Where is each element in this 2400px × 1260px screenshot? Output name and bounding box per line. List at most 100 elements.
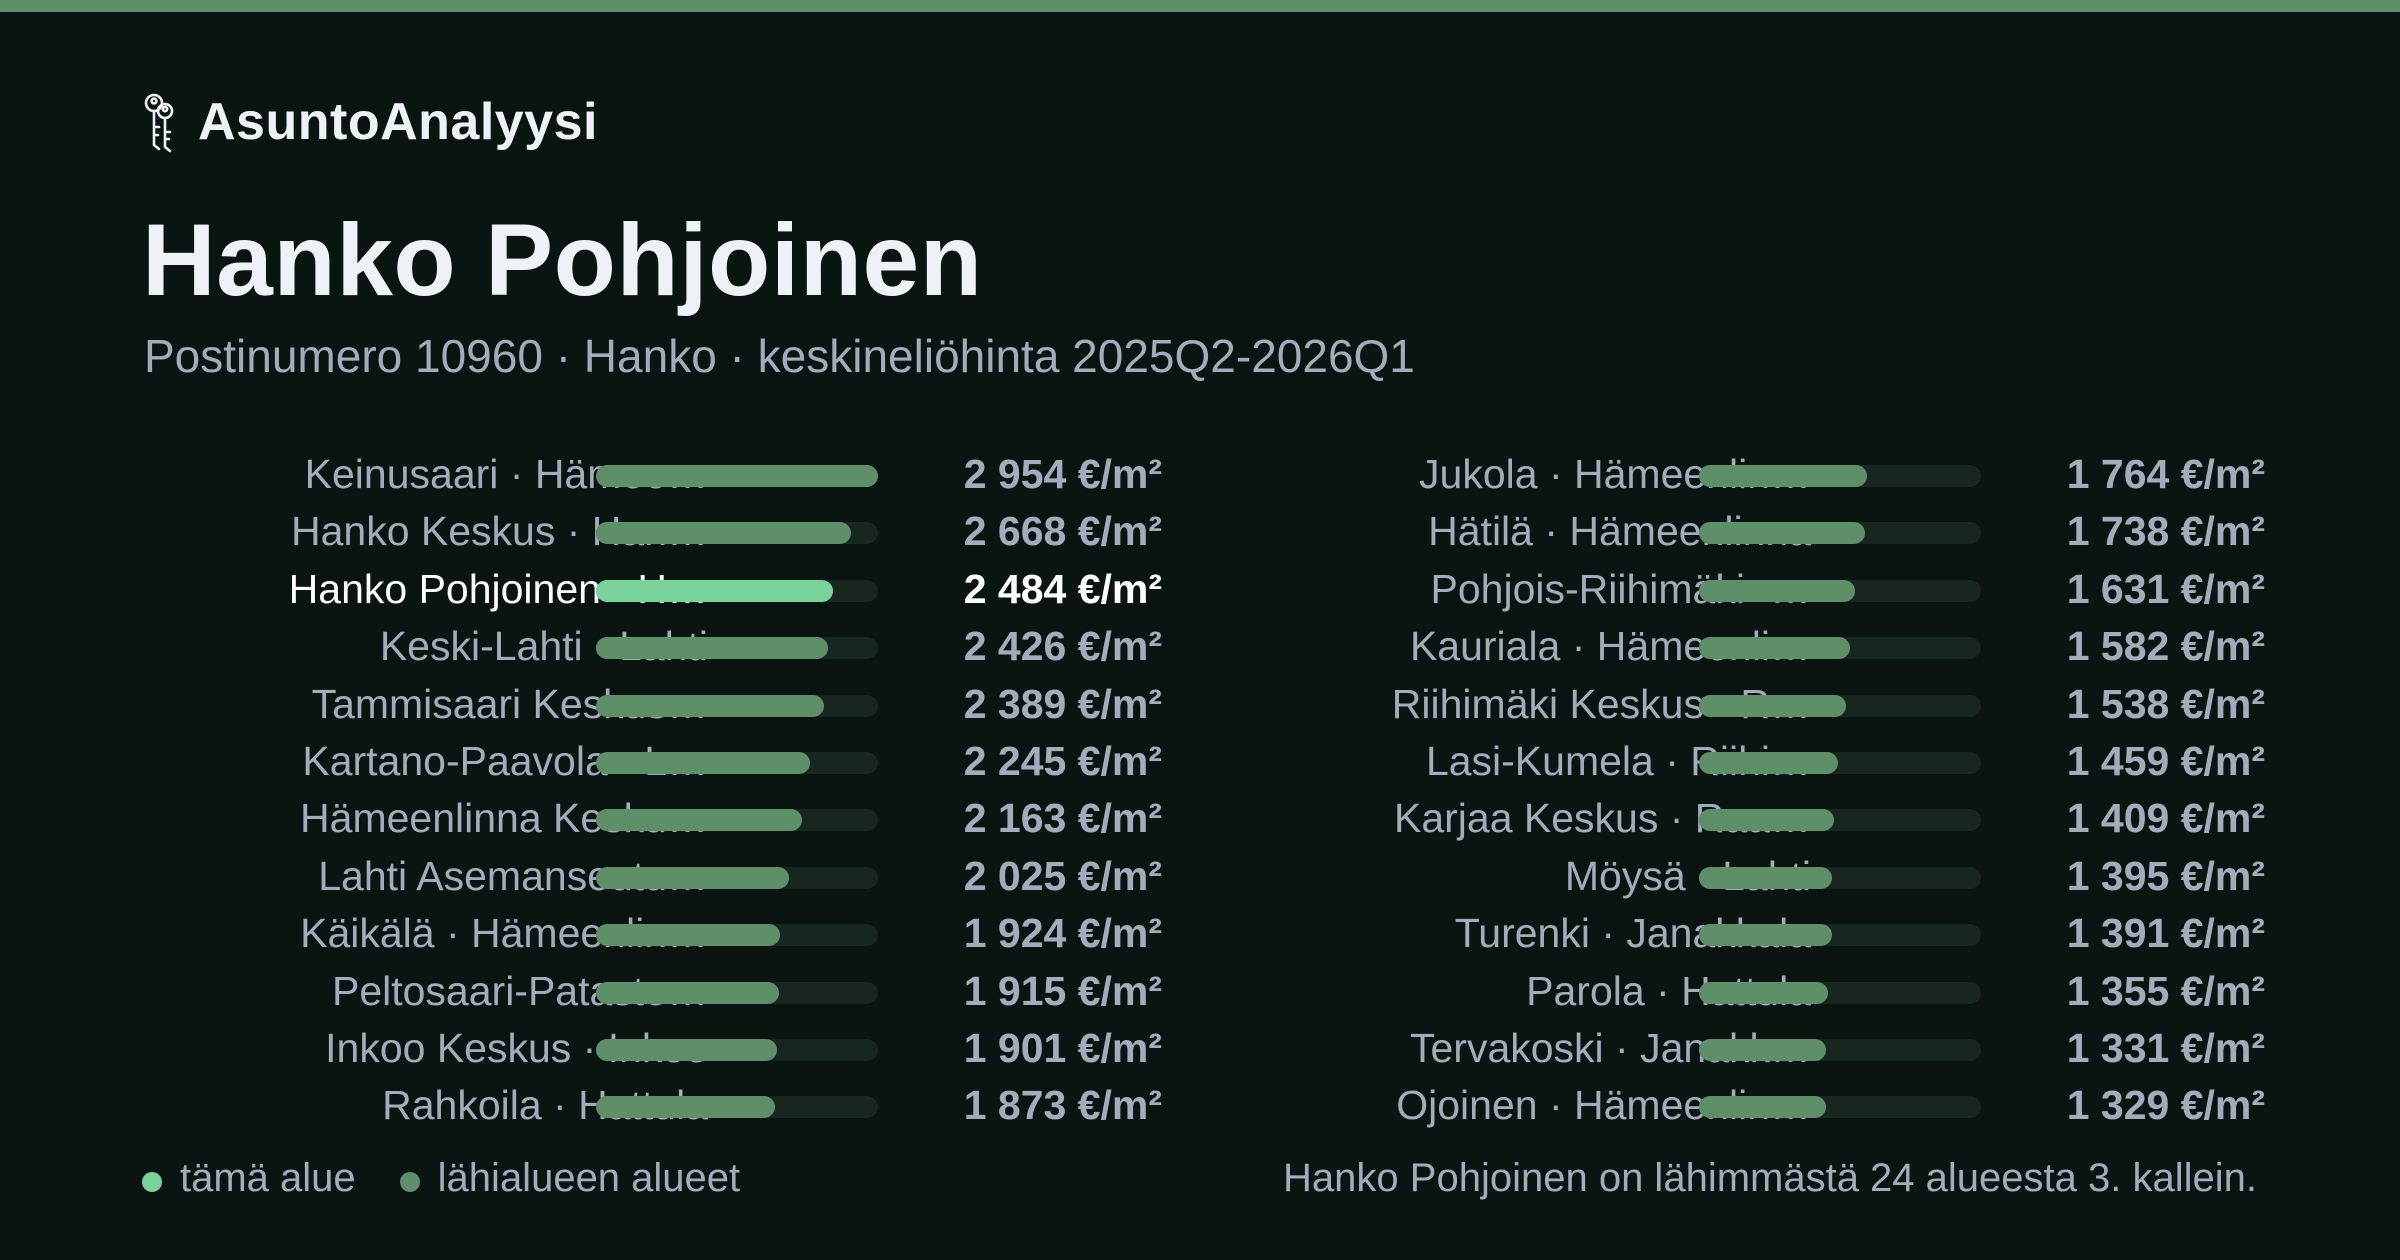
bar-track bbox=[1699, 1096, 1981, 1119]
bar bbox=[596, 637, 828, 660]
page-subtitle: Postinumero 10960 · Hanko · keskineliöhi… bbox=[144, 330, 1415, 382]
bar-value-label: 1 391 €/m² bbox=[2066, 910, 2265, 957]
bar bbox=[596, 751, 810, 774]
bar-row: Käikälä · Hämeenlin… 1 924 €/m² bbox=[142, 905, 1162, 962]
bar-track bbox=[1699, 579, 1981, 602]
bar bbox=[1699, 1096, 1826, 1119]
bar-row: Ojoinen · Hämeenlin… 1 329 €/m² bbox=[1245, 1077, 2265, 1134]
bar-track bbox=[1699, 465, 1981, 487]
bar-row: Turenki · Janakkala 1 391 €/m² bbox=[1245, 905, 2265, 962]
legend-label-current: tämä alue bbox=[180, 1155, 356, 1200]
bar-row: Jukola · Hämeenlin… 1 764 €/m² bbox=[1245, 446, 2265, 503]
bar bbox=[596, 694, 824, 717]
bar-list-right: Jukola · Hämeenlin… 1 764 €/m² Hätilä · Hä… bbox=[1245, 446, 2265, 1135]
bar-value-label: 1 873 €/m² bbox=[963, 1082, 1162, 1129]
bar-row: Keinusaari · Hämee… 2 954 €/m² bbox=[142, 446, 1162, 503]
bar-track bbox=[596, 465, 878, 487]
bar-track bbox=[1699, 522, 1981, 545]
bar-list-left: Keinusaari · Hämee… 2 954 €/m² Hanko Kesku… bbox=[142, 446, 1162, 1135]
bar bbox=[1699, 751, 1838, 774]
bar-row: Hanko Keskus · Han… 2 668 €/m² bbox=[142, 503, 1162, 560]
bar-row: Hämeenlinna Kesku… 2 163 €/m² bbox=[142, 790, 1162, 847]
legend-dot-nearby bbox=[399, 1172, 420, 1192]
bar-row: Riihimäki Keskus · R… 1 538 €/m² bbox=[1245, 676, 2265, 733]
bar-value-label: 1 738 €/m² bbox=[2066, 508, 2265, 555]
bar-value-label: 2 025 €/m² bbox=[963, 852, 1162, 899]
bar-track bbox=[1699, 809, 1981, 832]
bar-value-label: 1 631 €/m² bbox=[2066, 565, 2265, 612]
bar-value-label: 1 329 €/m² bbox=[2066, 1082, 2265, 1129]
bar bbox=[596, 1096, 775, 1119]
page-title: Hanko Pohjoinen bbox=[142, 203, 983, 317]
bar-row: Pohjois-Riihimäki ·… 1 631 €/m² bbox=[1245, 561, 2265, 618]
bar-value-label: 1 355 €/m² bbox=[2066, 967, 2265, 1014]
bar bbox=[1699, 981, 1828, 1004]
bar bbox=[596, 866, 789, 889]
bar bbox=[596, 522, 851, 545]
bar-value-label: 1 538 €/m² bbox=[2066, 680, 2265, 727]
ranking-note: Hanko Pohjoinen on lähimmästä 24 alueest… bbox=[1283, 1156, 2257, 1200]
bar-value-label: 1 901 €/m² bbox=[963, 1024, 1162, 1071]
legend-item-current: tämä alue bbox=[142, 1156, 356, 1201]
bar-track bbox=[596, 637, 878, 660]
bar-value-label: 1 409 €/m² bbox=[2066, 795, 2265, 842]
bar-track bbox=[596, 924, 878, 947]
bar-track bbox=[596, 809, 878, 832]
legend-label-nearby: lähialueen alueet bbox=[437, 1155, 741, 1200]
bar-value-label: 2 163 €/m² bbox=[963, 795, 1162, 842]
bar bbox=[1699, 637, 1850, 660]
bar-row-current: Hanko Pohjoinen · H… 2 484 €/m² bbox=[142, 561, 1162, 618]
bar-value-label: 1 582 €/m² bbox=[2066, 623, 2265, 670]
bar bbox=[1699, 522, 1865, 545]
bar-track bbox=[596, 1096, 878, 1119]
bar-row: Kauriala · Hämeenli… 1 582 €/m² bbox=[1245, 618, 2265, 675]
bar-track bbox=[596, 1038, 878, 1061]
top-accent-bar bbox=[0, 0, 2400, 12]
keys-icon bbox=[144, 93, 174, 153]
bar-row: Kartano-Paavola · L… 2 245 €/m² bbox=[142, 733, 1162, 790]
brand: AsuntoAnalyysi bbox=[142, 88, 598, 156]
bar-track bbox=[596, 522, 878, 545]
legend-dot-current bbox=[142, 1172, 162, 1192]
bar-value-label: 1 331 €/m² bbox=[2066, 1024, 2265, 1071]
bar-track bbox=[596, 981, 878, 1004]
bar bbox=[1699, 579, 1855, 602]
bar bbox=[596, 924, 780, 947]
bar-value-label: 2 426 €/m² bbox=[963, 623, 1162, 670]
bar-row: Karjaa Keskus · Raa… 1 409 €/m² bbox=[1245, 790, 2265, 847]
bar bbox=[596, 809, 802, 832]
bar-value-label: 2 668 €/m² bbox=[963, 508, 1162, 555]
bar bbox=[596, 579, 833, 602]
bar-track bbox=[1699, 694, 1981, 717]
bar bbox=[1699, 1038, 1826, 1061]
bar bbox=[1699, 465, 1867, 487]
bar-row: Lasi-Kumela · Riihi… 1 459 €/m² bbox=[1245, 733, 2265, 790]
bar-track bbox=[596, 694, 878, 717]
bar bbox=[596, 465, 878, 487]
bar-track bbox=[1699, 1038, 1981, 1061]
bar-value-label: 1 764 €/m² bbox=[2066, 451, 2265, 497]
bar-row: Tammisaari Keskus… 2 389 €/m² bbox=[142, 676, 1162, 733]
bar-row: Lahti Asemanseutu… 2 025 €/m² bbox=[142, 848, 1162, 905]
bar-track bbox=[1699, 637, 1981, 660]
bar-row: Tervakoski · Janakk… 1 331 €/m² bbox=[1245, 1020, 2265, 1077]
bar-value-label: 2 484 €/m² bbox=[963, 565, 1162, 612]
bar-track bbox=[1699, 751, 1981, 774]
legend: tämä alue lähialueen alueet bbox=[142, 1148, 784, 1208]
bar-row: Keski-Lahti · Lahti 2 426 €/m² bbox=[142, 618, 1162, 675]
bar bbox=[1699, 866, 1832, 889]
brand-name: AsuntoAnalyysi bbox=[198, 93, 598, 151]
bar-track bbox=[1699, 924, 1981, 947]
bar-value-label: 1 915 €/m² bbox=[963, 967, 1162, 1014]
bar-value-label: 1 395 €/m² bbox=[2066, 852, 2265, 899]
bar-track bbox=[596, 751, 878, 774]
bar-row: Peltosaari-Pataste… 1 915 €/m² bbox=[142, 963, 1162, 1020]
bar bbox=[1699, 694, 1846, 717]
bar-row: Hätilä · Hämeenlinna 1 738 €/m² bbox=[1245, 503, 2265, 560]
bar-value-label: 2 954 €/m² bbox=[963, 451, 1162, 497]
bar-value-label: 2 389 €/m² bbox=[963, 680, 1162, 727]
bar-track bbox=[596, 579, 878, 602]
bar bbox=[596, 981, 779, 1004]
bar-track bbox=[1699, 981, 1981, 1004]
legend-item-nearby: lähialueen alueet bbox=[399, 1155, 741, 1201]
